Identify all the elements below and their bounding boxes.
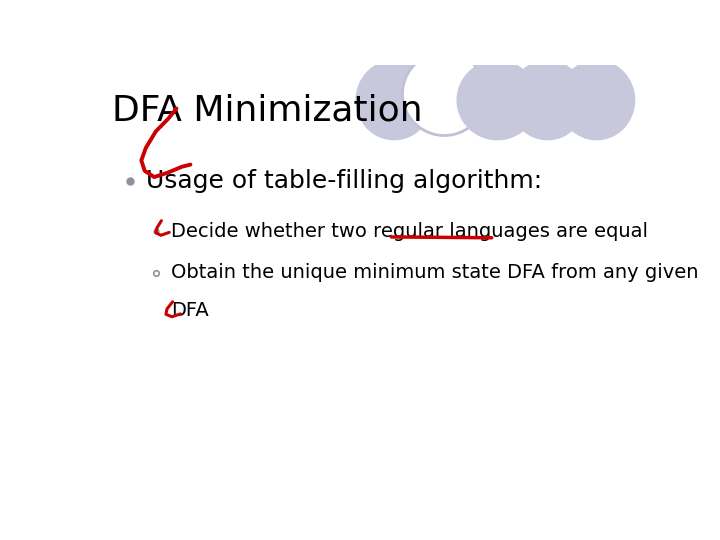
Text: DFA: DFA xyxy=(171,301,209,320)
Ellipse shape xyxy=(356,60,432,140)
Ellipse shape xyxy=(559,60,634,140)
Text: DFA Minimization: DFA Minimization xyxy=(112,94,423,128)
Ellipse shape xyxy=(510,60,585,140)
Text: Decide whether two regular languages are equal: Decide whether two regular languages are… xyxy=(171,221,648,241)
Ellipse shape xyxy=(402,52,486,136)
Text: Obtain the unique minimum state DFA from any given: Obtain the unique minimum state DFA from… xyxy=(171,263,698,282)
Ellipse shape xyxy=(457,60,538,140)
Text: Usage of table-filling algorithm:: Usage of table-filling algorithm: xyxy=(145,169,542,193)
